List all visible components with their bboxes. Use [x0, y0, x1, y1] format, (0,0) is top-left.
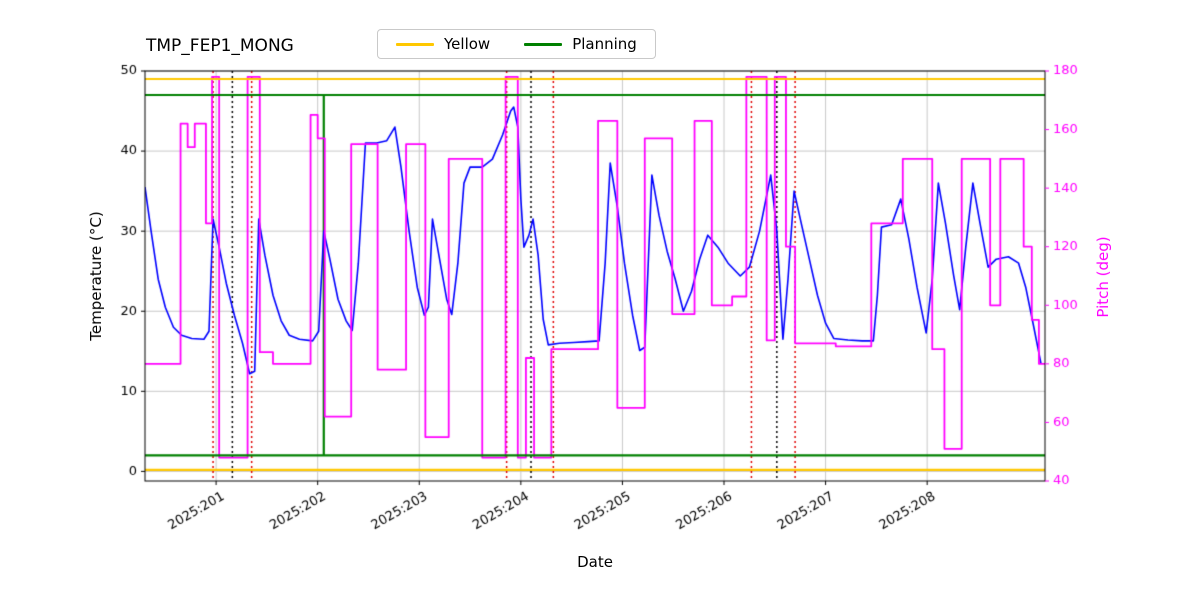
- legend-item-yellow: Yellow: [396, 35, 490, 53]
- planning-line-swatch: [524, 42, 563, 46]
- x-axis-label: Date: [577, 553, 613, 571]
- y-axis-left-label: Temperature (°C): [87, 211, 105, 341]
- y-axis-right-label: Pitch (deg): [1094, 236, 1112, 318]
- chart-title: TMP_FEP1_MONG: [146, 36, 294, 56]
- legend-item-planning: Planning: [524, 35, 637, 53]
- legend-label-yellow: Yellow: [444, 35, 491, 53]
- legend-label-planning: Planning: [572, 35, 637, 53]
- yellow-line-swatch: [396, 42, 434, 46]
- legend: Yellow Planning: [377, 29, 656, 59]
